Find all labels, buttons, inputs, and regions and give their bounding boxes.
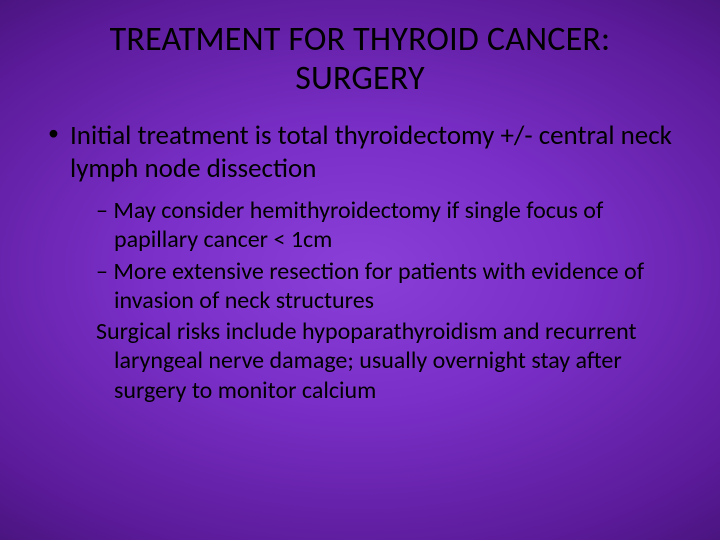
bullet-level2-item: More extensive resection for patients wi…: [48, 257, 672, 316]
slide-title: TREATMENT FOR THYROID CANCER: SURGERY: [48, 20, 672, 98]
bullet-level2-item: Surgical risks include hypoparathyroidis…: [48, 317, 672, 405]
bullet-level2-item: May consider hemithyroidectomy if single…: [48, 196, 672, 255]
bullet-level1: Initial treatment is total thyroidectomy…: [48, 120, 672, 186]
slide-container: TREATMENT FOR THYROID CANCER: SURGERY In…: [0, 0, 720, 540]
